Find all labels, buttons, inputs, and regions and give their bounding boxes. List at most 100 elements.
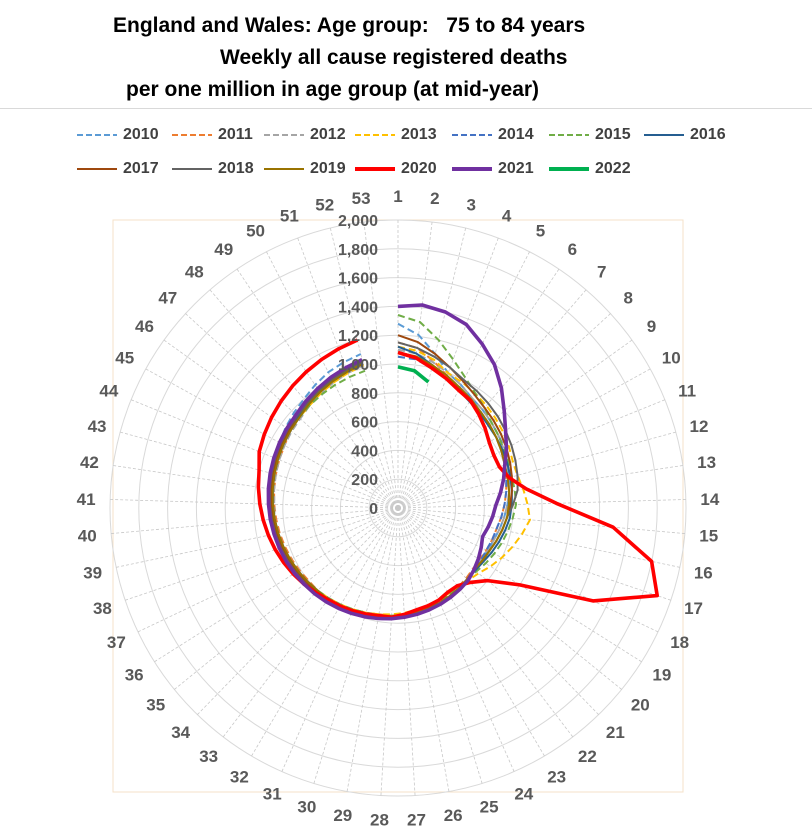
legend-swatch-2015	[549, 134, 589, 136]
category-label: 42	[80, 453, 99, 472]
legend-swatch-2018	[172, 168, 212, 170]
legend-swatch-2020	[355, 167, 395, 171]
category-label: 3	[467, 196, 476, 215]
grid-spoke	[397, 507, 642, 663]
category-label: 38	[93, 599, 112, 618]
category-label: 44	[99, 382, 118, 401]
grid-spoke	[154, 507, 399, 663]
category-label: 41	[77, 490, 96, 509]
grid-spoke	[397, 221, 433, 509]
category-label: 51	[280, 207, 299, 226]
chart-title-line-3: per one million in age group (at mid-yea…	[126, 78, 540, 101]
grid-spoke	[380, 507, 399, 796]
grid-spoke	[397, 507, 515, 772]
grid-spoke	[197, 507, 399, 715]
grid-spoke	[397, 507, 599, 715]
legend-label: 2022	[595, 160, 631, 177]
legend-label: 2019	[310, 160, 346, 177]
category-label: 48	[185, 263, 204, 282]
legend-swatch-2022	[549, 167, 589, 171]
series-2022	[397, 365, 430, 384]
category-label: 18	[670, 633, 689, 652]
legend-label: 2016	[690, 126, 726, 143]
category-label: 23	[547, 768, 566, 787]
radial-tick-label: 600	[351, 415, 378, 432]
legend-label: 2014	[498, 126, 534, 143]
category-label: 46	[135, 317, 154, 336]
legend-swatch-2012	[264, 134, 304, 136]
chart-title-line-2: Weekly all cause registered deaths	[220, 46, 568, 69]
grid-spoke	[397, 507, 574, 738]
category-label: 24	[514, 785, 533, 804]
category-label: 53	[352, 189, 371, 208]
grid-spoke	[137, 507, 399, 633]
legend-swatch-2017	[77, 168, 117, 170]
category-label: 14	[700, 490, 719, 509]
grid-spoke	[397, 227, 467, 509]
category-label: 8	[623, 288, 632, 307]
category-label: 22	[578, 747, 597, 766]
category-label: 28	[370, 810, 389, 828]
grid-spoke	[297, 237, 399, 509]
radial-tick-label: 0	[369, 501, 378, 518]
legend-item-2020: 2020	[353, 159, 437, 179]
legend-label: 2010	[123, 126, 159, 143]
grid-spoke	[222, 507, 399, 738]
category-label: 17	[684, 599, 703, 618]
category-label: 16	[694, 563, 713, 582]
category-label: 45	[115, 348, 134, 367]
series-line-2020	[256, 338, 659, 619]
grid-spoke	[397, 268, 560, 509]
radial-tick-label: 800	[351, 386, 378, 403]
legend-item-2019: 2019	[262, 159, 346, 179]
grid-spoke	[397, 507, 685, 534]
legend-item-2018: 2018	[170, 159, 254, 179]
legend-swatch-2021	[452, 167, 492, 171]
category-label: 34	[171, 723, 190, 742]
grid-spoke	[116, 507, 399, 568]
grid-spoke	[397, 313, 611, 509]
category-label: 13	[697, 453, 716, 472]
grid-spoke	[397, 465, 683, 509]
grid-spoke	[145, 368, 399, 509]
legend-label: 2012	[310, 126, 346, 143]
grid-spoke	[163, 339, 399, 509]
category-label: 43	[88, 417, 107, 436]
legend-label: 2011	[218, 126, 253, 143]
grid-spoke	[397, 507, 450, 792]
chart-legend: 2010 2011 2012 2013 2014 2015 2016 2017 2018 2019…	[0, 0, 812, 200]
radial-tick-label: 400	[351, 443, 378, 460]
grid-spoke	[397, 289, 587, 509]
category-label: 21	[606, 723, 625, 742]
legend-label: 2015	[595, 126, 631, 143]
series-line-2021	[266, 303, 509, 621]
series-2020	[256, 338, 659, 619]
category-label: 5	[536, 221, 545, 240]
legend-item-2016: 2016	[642, 125, 726, 145]
legend-swatch-2014	[452, 134, 492, 136]
grid-spoke	[397, 339, 633, 509]
grid-ring	[368, 478, 428, 538]
grid-spoke	[110, 499, 399, 509]
category-label: 25	[480, 797, 499, 816]
category-label: 11	[678, 382, 696, 401]
radial-tick-label: 1,600	[338, 271, 378, 288]
grid-spoke	[397, 507, 659, 633]
category-label: 49	[214, 240, 233, 259]
grid-spoke	[397, 431, 676, 509]
legend-swatch-2013	[355, 134, 395, 136]
legend-item-2013: 2013	[353, 125, 437, 145]
grid-spoke	[397, 368, 651, 509]
category-label: 39	[83, 563, 102, 582]
legend-item-2014: 2014	[450, 125, 534, 145]
grid-spoke	[209, 289, 399, 509]
category-label: 40	[78, 527, 97, 546]
category-label: 29	[333, 806, 352, 825]
grid-spoke	[174, 507, 399, 690]
grid-spoke	[130, 399, 399, 509]
category-label: 1	[393, 187, 402, 206]
legend-swatch-2016	[644, 134, 684, 136]
category-label: 10	[662, 348, 681, 367]
category-label: 30	[297, 797, 316, 816]
